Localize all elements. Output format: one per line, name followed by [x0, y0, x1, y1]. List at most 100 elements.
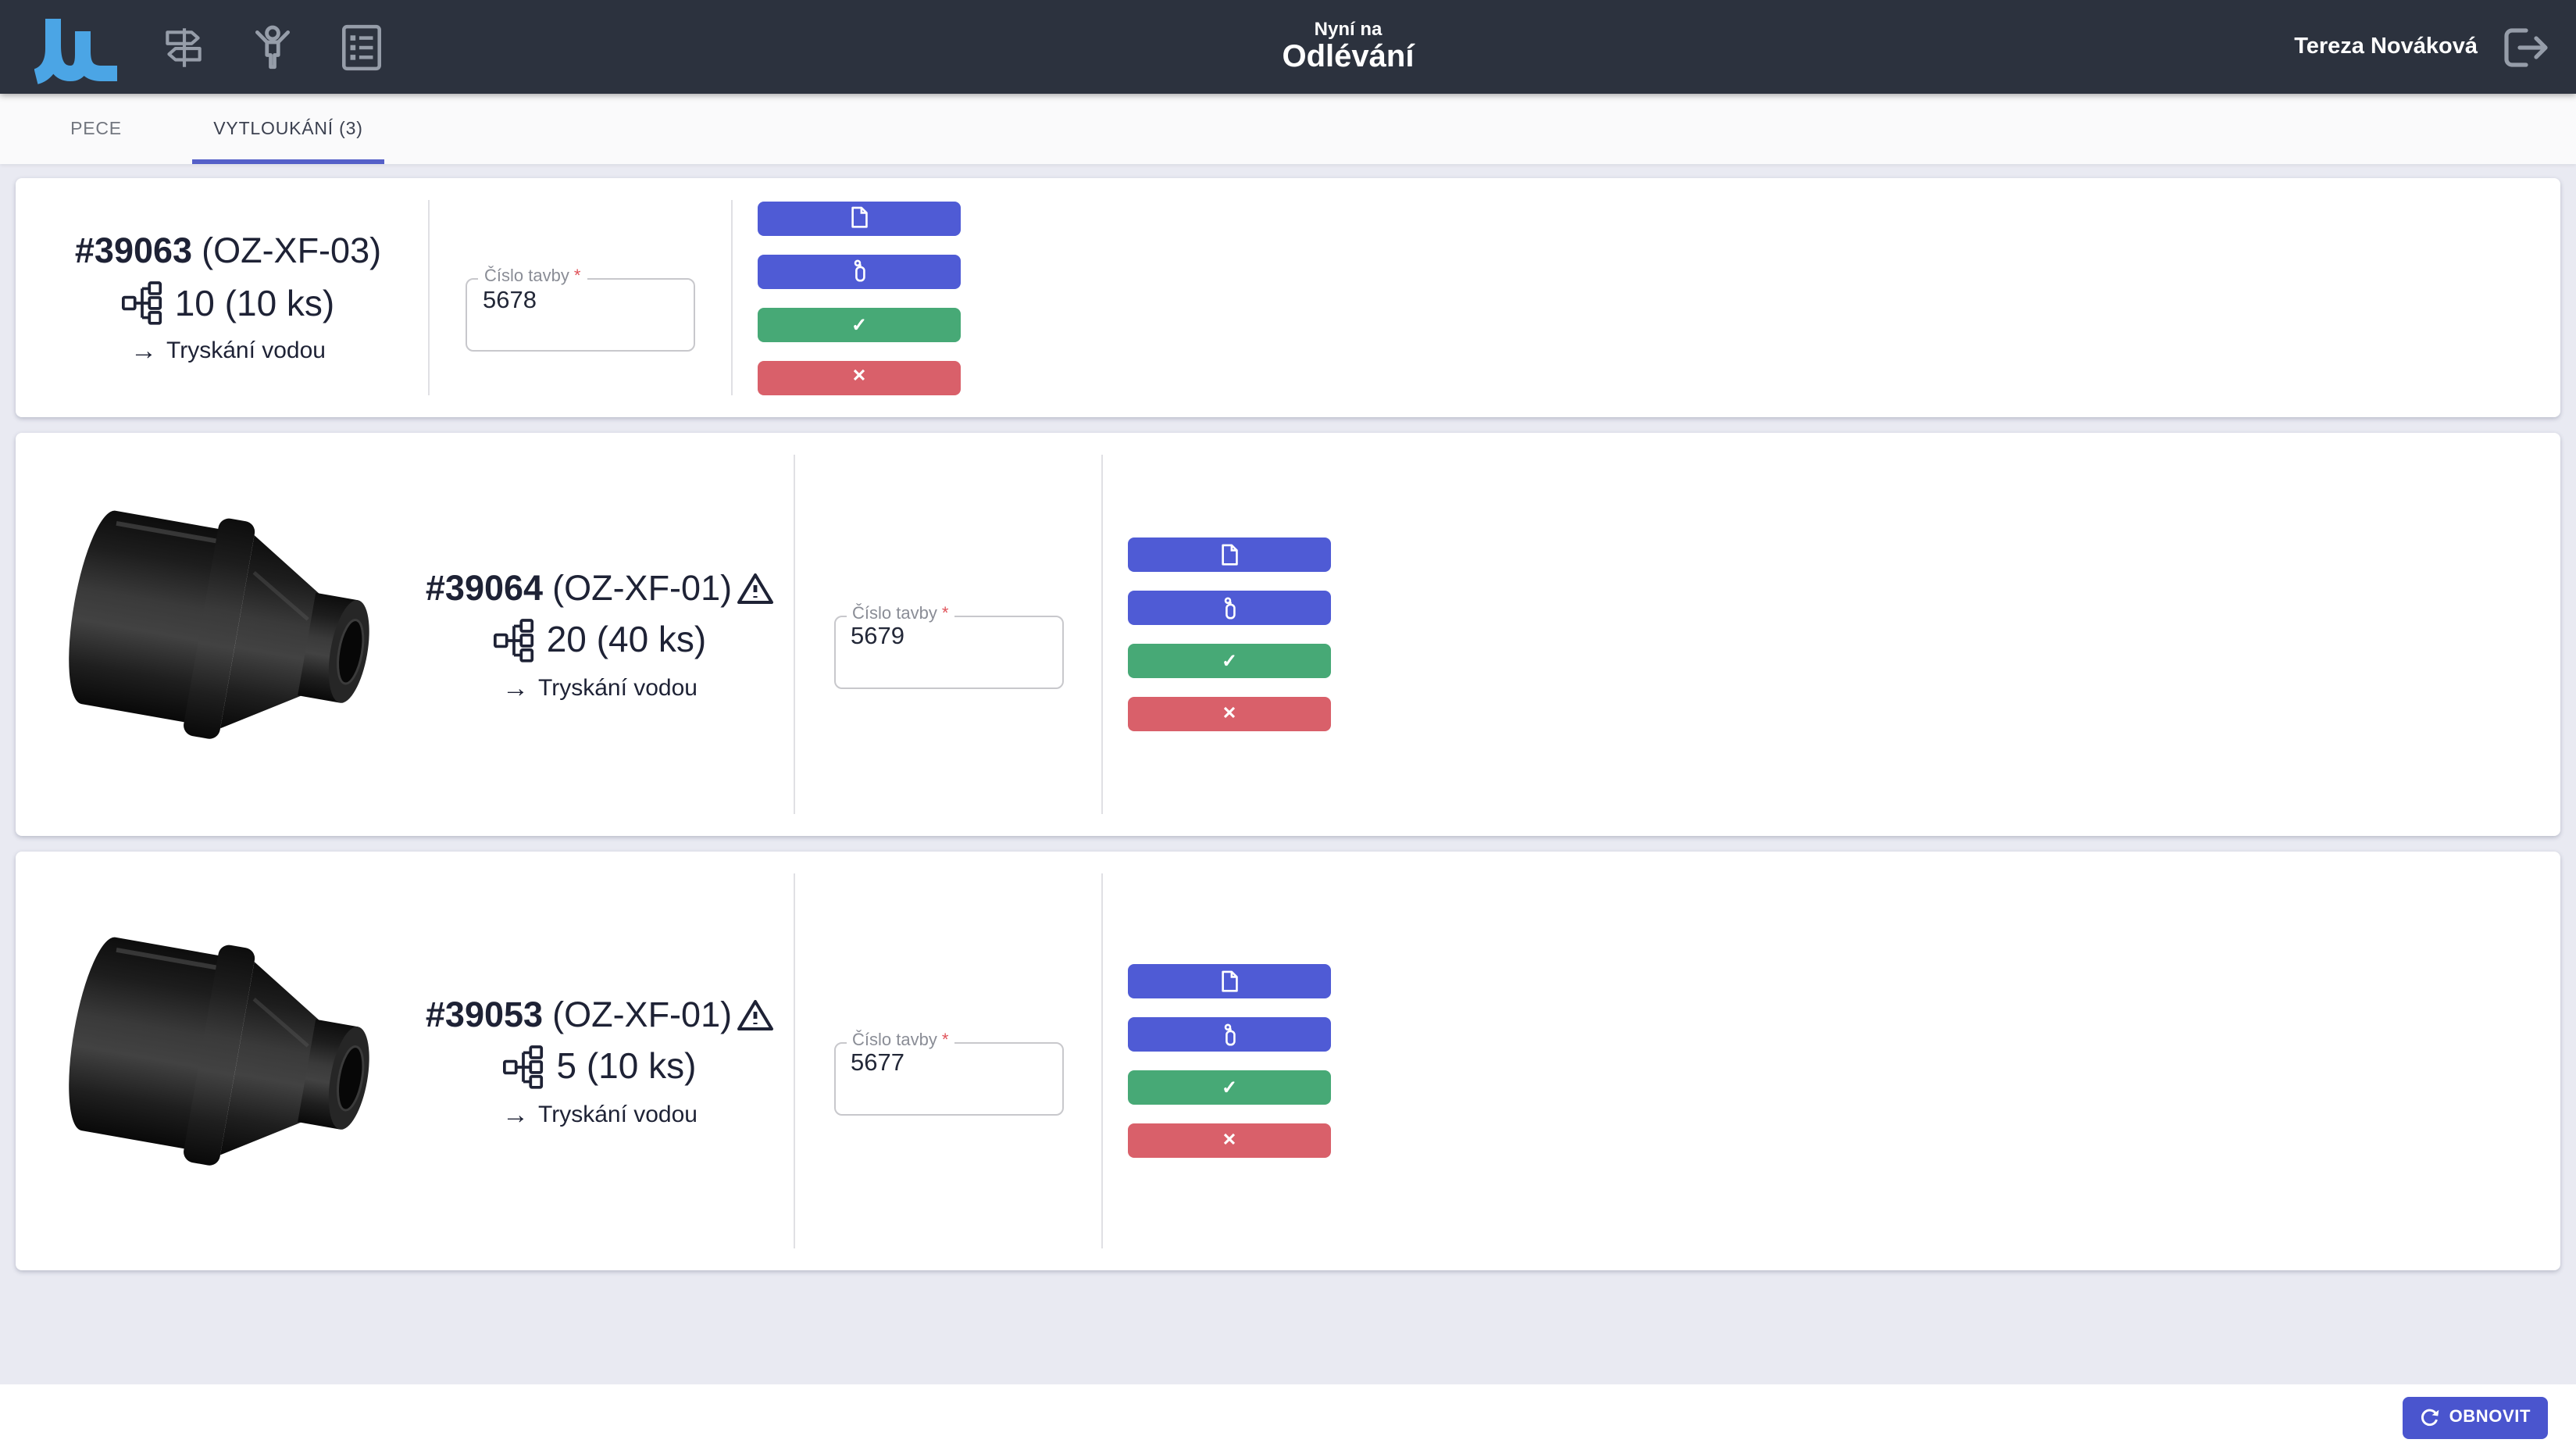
next-step: Tryskání vodou	[538, 1101, 698, 1127]
document-icon	[851, 206, 867, 228]
melt-number-label: Číslo tavby *	[846, 1030, 955, 1052]
melt-number-field: Číslo tavby *	[466, 267, 695, 352]
next-step-row: → Tryskání vodou	[406, 674, 794, 701]
document-icon	[1221, 970, 1237, 991]
tree-structure-icon	[503, 1045, 544, 1088]
cross-icon: ✕	[1222, 704, 1237, 723]
product-code: (OZ-XF-01)	[552, 995, 733, 1034]
user-area: Tereza Nováková	[2294, 26, 2551, 68]
tab-vytloukani[interactable]: VYTLOUKÁNÍ (3)	[192, 94, 384, 164]
tree-structure-icon	[121, 281, 162, 325]
confirm-button[interactable]: ✓	[1128, 1070, 1331, 1105]
warning-icon	[735, 570, 774, 606]
extinguisher-icon	[1223, 1023, 1235, 1045]
list-icon[interactable]	[337, 23, 386, 71]
confirm-button[interactable]: ✓	[1128, 644, 1331, 678]
divider	[1101, 455, 1103, 814]
required-asterisk: *	[573, 267, 581, 286]
refresh-label: OBNOVIT	[2449, 1408, 2531, 1427]
extinguisher-icon	[1223, 596, 1235, 619]
next-step-row: → Tryskání vodou	[406, 1101, 794, 1127]
logout-icon[interactable]	[2501, 26, 2551, 68]
cancel-button[interactable]: ✕	[1128, 697, 1331, 731]
signpost-icon[interactable]	[159, 23, 208, 71]
melt-number-input[interactable]	[466, 278, 695, 352]
page-title-main: Odlévání	[1282, 40, 1415, 75]
arrow-right-icon: →	[502, 673, 529, 702]
document-button[interactable]	[1128, 538, 1331, 572]
melt-number-label-text: Číslo tavby	[852, 604, 937, 623]
product-photo	[50, 900, 372, 1222]
divider	[428, 200, 430, 395]
order-id: #39064	[425, 568, 544, 607]
required-asterisk: *	[941, 1030, 949, 1049]
cancel-button[interactable]: ✕	[1128, 1123, 1331, 1158]
card-list: #39063 (OZ-XF-03) 10 (10 ks) → Tryskání …	[0, 164, 2576, 1384]
person-icon[interactable]	[248, 23, 297, 71]
arrow-right-icon: →	[502, 1099, 529, 1129]
product-photo	[50, 473, 372, 795]
user-name: Tereza Nováková	[2294, 34, 2478, 59]
melt-number-zone: Číslo tavby *	[795, 1007, 1101, 1115]
order-quantity-row: 20 (40 ks)	[406, 616, 794, 663]
extinguisher-button[interactable]	[1128, 591, 1331, 625]
arrow-right-icon: →	[130, 336, 157, 366]
required-asterisk: *	[941, 604, 949, 623]
tab-bar: PECE VYTLOUKÁNÍ (3)	[0, 94, 2576, 164]
product-photo-zone	[16, 433, 406, 836]
melt-number-label: Číslo tavby *	[478, 267, 587, 288]
order-quantity: 5 (10 ks)	[556, 1045, 697, 1086]
divider	[1101, 873, 1103, 1248]
cross-icon: ✕	[851, 367, 867, 386]
order-card: #39063 (OZ-XF-03) 10 (10 ks) → Tryskání …	[16, 178, 2560, 417]
melt-number-zone: Číslo tavby *	[795, 580, 1101, 688]
order-title: #39064 (OZ-XF-01)	[406, 568, 794, 609]
melt-number-field: Číslo tavby *	[833, 604, 1063, 688]
tree-structure-icon	[493, 618, 533, 662]
card-actions: ✓ ✕	[1128, 964, 1331, 1158]
order-info: #39064 (OZ-XF-01) 20 (40 ks) → Tryskání …	[406, 568, 794, 701]
document-button[interactable]	[758, 201, 961, 235]
brand-logo-icon[interactable]	[34, 11, 119, 86]
refresh-button[interactable]: OBNOVIT	[2402, 1396, 2548, 1438]
confirm-button[interactable]: ✓	[758, 307, 961, 341]
melt-number-input[interactable]	[833, 615, 1063, 688]
order-card: #39064 (OZ-XF-01) 20 (40 ks) → Tryskání …	[16, 433, 2560, 836]
melt-number-label-text: Číslo tavby	[852, 1030, 937, 1049]
card-actions: ✓ ✕	[758, 201, 961, 395]
order-id: #39063	[74, 231, 193, 270]
melt-number-field: Číslo tavby *	[833, 1030, 1063, 1115]
melt-number-zone: Číslo tavby *	[430, 244, 731, 352]
check-icon: ✓	[1221, 650, 1238, 672]
divider	[731, 200, 733, 395]
order-card: #39053 (OZ-XF-01) 5 (10 ks) → Tryskání v…	[16, 852, 2560, 1270]
product-code: (OZ-XF-01)	[552, 568, 733, 607]
topbar-nav	[159, 23, 386, 71]
order-quantity-row: 10 (10 ks)	[28, 280, 428, 327]
order-quantity: 20 (40 ks)	[546, 619, 707, 659]
order-title: #39053 (OZ-XF-01)	[406, 995, 794, 1035]
next-step: Tryskání vodou	[166, 338, 326, 364]
page-title: Nyní na Odlévání	[1200, 17, 1497, 75]
cancel-button[interactable]: ✕	[758, 360, 961, 395]
footer-bar: OBNOVIT	[0, 1384, 2576, 1450]
refresh-icon	[2421, 1408, 2439, 1426]
check-icon: ✓	[851, 313, 868, 335]
extinguisher-button[interactable]	[1128, 1017, 1331, 1052]
warning-icon	[735, 997, 774, 1033]
tab-pece[interactable]: PECE	[70, 120, 122, 138]
product-photo-zone	[16, 852, 406, 1270]
check-icon: ✓	[1221, 1077, 1238, 1098]
divider	[794, 455, 795, 814]
melt-number-input[interactable]	[833, 1041, 1063, 1115]
extinguisher-icon	[853, 259, 865, 282]
extinguisher-button[interactable]	[758, 254, 961, 288]
document-button[interactable]	[1128, 964, 1331, 998]
order-quantity: 10 (10 ks)	[174, 282, 335, 323]
melt-number-label: Číslo tavby *	[846, 604, 955, 625]
page-title-prefix: Nyní na	[1314, 17, 1383, 40]
document-icon	[1221, 543, 1237, 565]
topbar: Nyní na Odlévání Tereza Nováková	[0, 0, 2576, 94]
next-step: Tryskání vodou	[538, 674, 698, 701]
